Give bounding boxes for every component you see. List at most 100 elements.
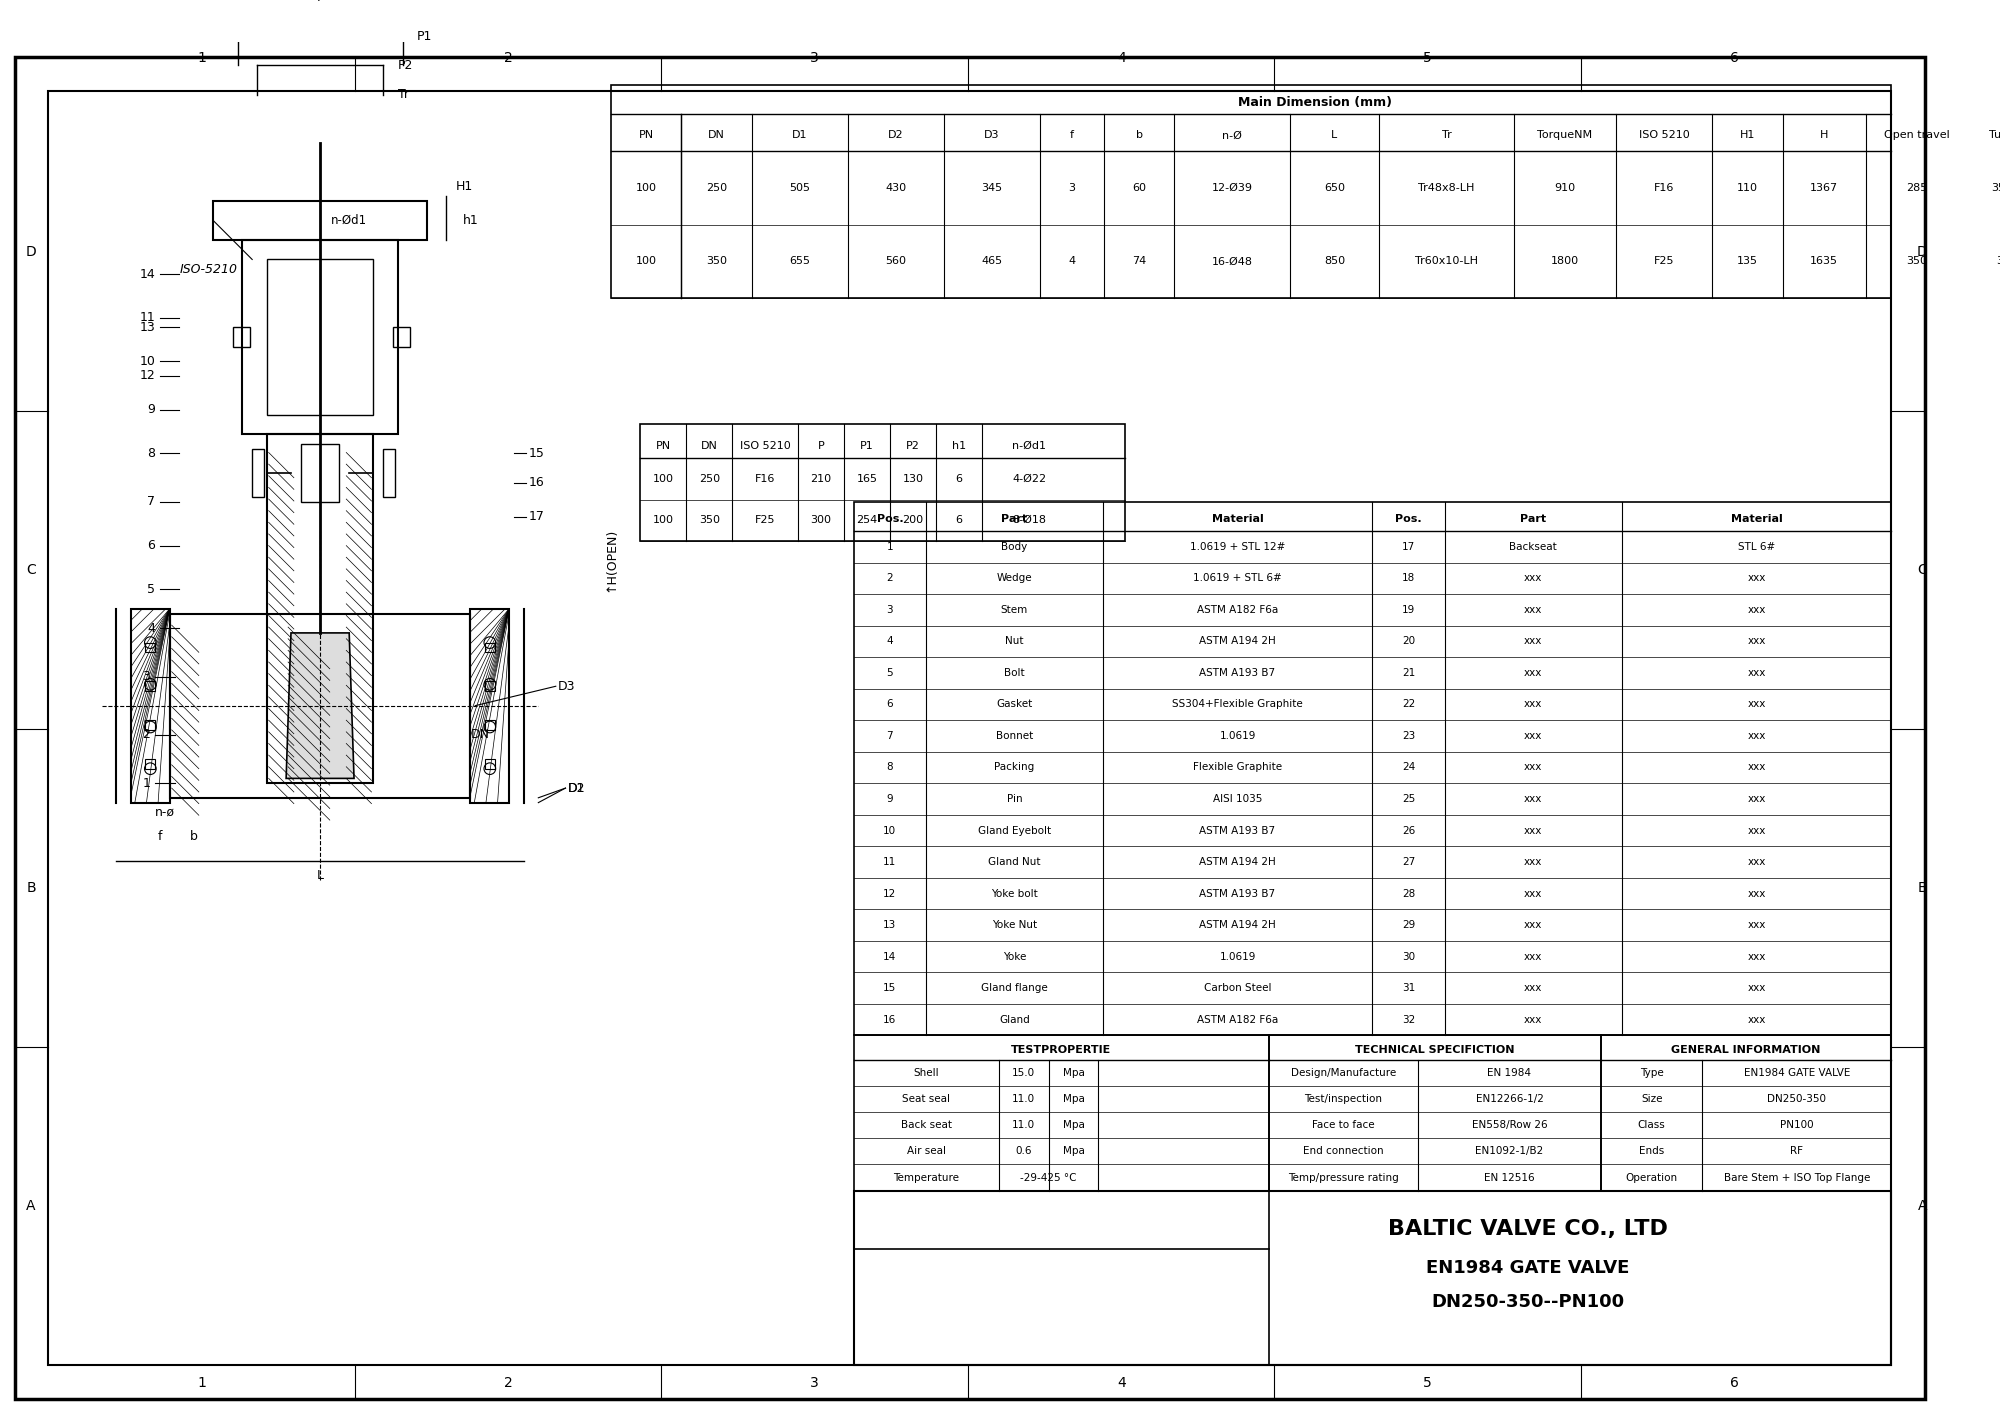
Text: xxx: xxx — [1748, 983, 1766, 993]
Bar — [1268, 1035, 1600, 1191]
Text: 1: 1 — [198, 51, 206, 65]
Polygon shape — [286, 633, 354, 778]
Text: 210: 210 — [810, 474, 832, 484]
Text: 20: 20 — [1402, 636, 1416, 646]
Bar — [130, 608, 170, 803]
Text: EN1092-1/B2: EN1092-1/B2 — [1476, 1147, 1544, 1157]
Text: D2: D2 — [568, 782, 584, 795]
Text: xxx: xxx — [1748, 857, 1766, 867]
Text: 100: 100 — [652, 515, 674, 525]
Text: xxx: xxx — [1748, 888, 1766, 898]
Text: xxx: xxx — [1524, 857, 1542, 867]
Text: 250: 250 — [698, 474, 720, 484]
Bar — [170, 614, 470, 797]
Text: 465: 465 — [982, 256, 1002, 266]
Text: ASTM A193 B7: ASTM A193 B7 — [1200, 826, 1276, 836]
Text: 135: 135 — [1736, 256, 1758, 266]
Text: 6: 6 — [956, 515, 962, 525]
Text: D2: D2 — [888, 130, 904, 140]
Text: xxx: xxx — [1524, 762, 1542, 772]
Text: 6: 6 — [148, 539, 156, 551]
Text: xxx: xxx — [1524, 1015, 1542, 1025]
Text: 4: 4 — [1068, 256, 1076, 266]
Bar — [484, 759, 494, 769]
Text: EN1984 GATE VALVE: EN1984 GATE VALVE — [1744, 1068, 1850, 1077]
Text: 5: 5 — [148, 583, 156, 595]
Text: ISO 5210: ISO 5210 — [1638, 130, 1690, 140]
Text: 655: 655 — [790, 256, 810, 266]
Text: Operation: Operation — [1626, 1172, 1678, 1182]
Text: 12: 12 — [140, 369, 156, 382]
Text: 12: 12 — [884, 888, 896, 898]
Text: 6: 6 — [886, 700, 894, 710]
Bar — [484, 642, 494, 652]
Text: Face to face: Face to face — [1312, 1120, 1374, 1130]
Text: Class: Class — [1638, 1120, 1666, 1130]
Text: 4: 4 — [148, 622, 156, 635]
Text: Gland flange: Gland flange — [982, 983, 1048, 993]
Text: 13: 13 — [140, 321, 156, 334]
Text: DN: DN — [700, 441, 718, 451]
Text: xxx: xxx — [1748, 573, 1766, 584]
Text: Body: Body — [1002, 542, 1028, 551]
Text: b: b — [190, 830, 198, 843]
Bar — [146, 759, 156, 769]
Text: 31: 31 — [1402, 983, 1416, 993]
Text: D3: D3 — [984, 130, 1000, 140]
Text: Stem: Stem — [1000, 605, 1028, 615]
Text: EN 12516: EN 12516 — [1484, 1172, 1534, 1182]
Text: End connection: End connection — [1304, 1147, 1384, 1157]
Text: H1: H1 — [456, 180, 474, 194]
Text: 3: 3 — [142, 670, 150, 683]
Text: 4: 4 — [1116, 51, 1126, 65]
Text: Back seat: Back seat — [900, 1120, 952, 1130]
Bar — [242, 240, 398, 434]
Text: 165: 165 — [856, 474, 878, 484]
Text: xxx: xxx — [1524, 700, 1542, 710]
Text: 7: 7 — [148, 495, 156, 509]
Bar — [146, 682, 156, 691]
Text: xxx: xxx — [1524, 605, 1542, 615]
Text: 29: 29 — [1402, 921, 1416, 930]
Text: Tr: Tr — [1442, 130, 1452, 140]
Text: 60: 60 — [1132, 182, 1146, 192]
Text: DN250-350: DN250-350 — [1768, 1094, 1826, 1104]
Bar — [384, 448, 394, 498]
Bar — [854, 502, 1892, 1035]
Text: 5: 5 — [1424, 1376, 1432, 1390]
Text: 10: 10 — [140, 355, 156, 368]
Text: DN: DN — [470, 728, 490, 741]
Bar — [214, 201, 426, 240]
Text: Gland Eyebolt: Gland Eyebolt — [978, 826, 1050, 836]
Text: A: A — [26, 1199, 36, 1213]
Text: H1: H1 — [1740, 130, 1756, 140]
Text: Test/inspection: Test/inspection — [1304, 1094, 1382, 1104]
Text: P2: P2 — [398, 59, 414, 72]
Text: EN558/Row 26: EN558/Row 26 — [1472, 1120, 1548, 1130]
Text: ASTM A182 F6a: ASTM A182 F6a — [1196, 605, 1278, 615]
Text: -29-425 °C: -29-425 °C — [1020, 1172, 1076, 1182]
Text: Mpa: Mpa — [1062, 1147, 1084, 1157]
Text: D: D — [26, 245, 36, 259]
Text: 4: 4 — [886, 636, 894, 646]
Text: 250: 250 — [706, 182, 728, 192]
Text: 910: 910 — [1554, 182, 1576, 192]
Text: xxx: xxx — [1748, 731, 1766, 741]
Text: 1: 1 — [198, 1376, 206, 1390]
Text: D: D — [1918, 245, 1928, 259]
Text: 3: 3 — [886, 605, 894, 615]
Text: Nut: Nut — [1006, 636, 1024, 646]
Text: 6: 6 — [956, 474, 962, 484]
Text: D1: D1 — [792, 130, 808, 140]
Text: F25: F25 — [754, 515, 776, 525]
Text: f: f — [1070, 130, 1074, 140]
Text: Turns: Turns — [1988, 130, 2000, 140]
Text: P: P — [818, 441, 824, 451]
Text: P1: P1 — [860, 441, 874, 451]
Text: 17: 17 — [1402, 542, 1416, 551]
Text: 200: 200 — [902, 515, 924, 525]
Text: Pos.: Pos. — [1396, 515, 1422, 525]
Text: 15: 15 — [884, 983, 896, 993]
Text: 8-Ø18: 8-Ø18 — [1012, 515, 1046, 525]
Text: 1367: 1367 — [1810, 182, 1838, 192]
